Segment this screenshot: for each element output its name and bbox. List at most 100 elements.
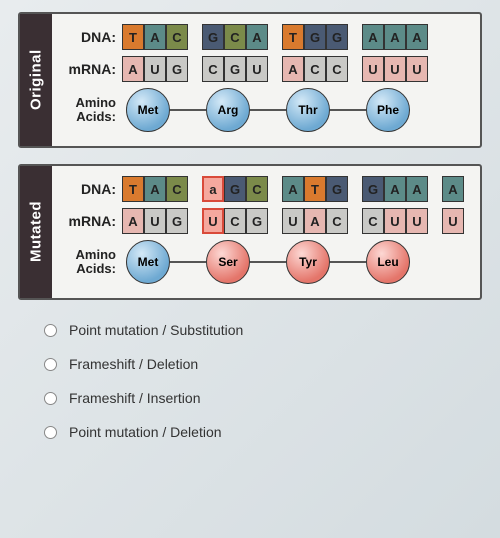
base-C: C <box>304 56 326 82</box>
base-G: G <box>224 56 246 82</box>
radio-icon <box>44 426 57 439</box>
peptide-bond <box>330 261 366 263</box>
base-U: U <box>406 208 428 234</box>
base-G: G <box>326 24 348 50</box>
base-A: A <box>144 176 166 202</box>
base-A: A <box>384 24 406 50</box>
base-A: A <box>282 176 304 202</box>
amino-thr: Thr <box>286 88 330 132</box>
original-dna-codons: TACGCATGGAAA <box>122 24 472 50</box>
base-A: A <box>442 176 464 202</box>
base-A: A <box>122 56 144 82</box>
base-C: C <box>202 56 224 82</box>
base-U: U <box>442 208 464 234</box>
codon: ATG <box>282 176 348 202</box>
base-T: T <box>122 24 144 50</box>
codon: GAA <box>362 176 428 202</box>
base-G: G <box>304 24 326 50</box>
codon: TAC <box>122 176 188 202</box>
base-U: U <box>246 56 268 82</box>
mutated-panel: Mutated DNA: TACaGCATGGAAA mRNA: AUGUCGU… <box>18 164 482 300</box>
base-C: C <box>326 208 348 234</box>
option-label: Point mutation / Deletion <box>69 424 222 440</box>
base-G: G <box>224 176 246 202</box>
codon: AUG <box>122 208 188 234</box>
radio-icon <box>44 358 57 371</box>
base-G: G <box>246 208 268 234</box>
base-U: U <box>144 56 166 82</box>
base-U: U <box>384 56 406 82</box>
option-3[interactable]: Point mutation / Deletion <box>44 424 482 440</box>
peptide-bond <box>170 261 206 263</box>
base-G: G <box>166 208 188 234</box>
amino-met: Met <box>126 88 170 132</box>
mrna-label: mRNA: <box>60 213 122 229</box>
codon: aGC <box>202 176 268 202</box>
option-label: Frameshift / Insertion <box>69 390 201 406</box>
base-C: C <box>246 176 268 202</box>
amino-phe: Phe <box>366 88 410 132</box>
codon: UUU <box>362 56 428 82</box>
original-panel: Original DNA: TACGCATGGAAA mRNA: AUGCGUA… <box>18 12 482 148</box>
option-1[interactable]: Frameshift / Deletion <box>44 356 482 372</box>
amino-leu: Leu <box>366 240 410 284</box>
base-U: U <box>362 56 384 82</box>
codon: TGG <box>282 24 348 50</box>
codon: ACC <box>282 56 348 82</box>
base-A: A <box>384 176 406 202</box>
codon: UAC <box>282 208 348 234</box>
base-a: a <box>202 176 224 202</box>
radio-icon <box>44 392 57 405</box>
original-content: DNA: TACGCATGGAAA mRNA: AUGCGUACCUUU Ami… <box>52 14 480 146</box>
mutated-dna-row: DNA: TACaGCATGGAAA <box>60 176 472 202</box>
codon: AUG <box>122 56 188 82</box>
mutated-dna-codons: TACaGCATGGAAA <box>122 176 472 202</box>
mutated-content: DNA: TACaGCATGGAAA mRNA: AUGUCGUACCUUU A… <box>52 166 480 298</box>
base-U: U <box>282 208 304 234</box>
option-0[interactable]: Point mutation / Substitution <box>44 322 482 338</box>
amino-arg: Arg <box>206 88 250 132</box>
base-A: A <box>282 56 304 82</box>
peptide-bond <box>170 109 206 111</box>
original-side-label: Original <box>20 14 52 146</box>
option-label: Frameshift / Deletion <box>69 356 198 372</box>
amino-label: Amino Acids: <box>60 248 122 277</box>
base-C: C <box>326 56 348 82</box>
dna-label: DNA: <box>60 29 122 45</box>
answer-options: Point mutation / Substitution Frameshift… <box>18 322 482 440</box>
dna-label: DNA: <box>60 181 122 197</box>
base-G: G <box>166 56 188 82</box>
original-amino-row: Amino Acids: Met Arg Thr Phe <box>60 88 472 132</box>
base-U: U <box>406 56 428 82</box>
base-G: G <box>202 24 224 50</box>
radio-icon <box>44 324 57 337</box>
peptide-bond <box>250 109 286 111</box>
base-A: A <box>122 208 144 234</box>
codon: UCG <box>202 208 268 234</box>
option-2[interactable]: Frameshift / Insertion <box>44 390 482 406</box>
option-label: Point mutation / Substitution <box>69 322 243 338</box>
base-U: U <box>202 208 224 234</box>
codon: AAA <box>362 24 428 50</box>
codon: GCA <box>202 24 268 50</box>
base-G: G <box>362 176 384 202</box>
mutated-amino-row: Amino Acids: MetSerTyrLeu <box>60 240 472 284</box>
peptide-bond <box>330 109 366 111</box>
base-A: A <box>304 208 326 234</box>
original-mrna-codons: AUGCGUACCUUU <box>122 56 472 82</box>
original-dna-row: DNA: TACGCATGGAAA <box>60 24 472 50</box>
codon: U <box>442 208 464 234</box>
original-amino-chain: Met Arg Thr Phe <box>122 88 472 132</box>
codon: A <box>442 176 464 202</box>
base-A: A <box>406 176 428 202</box>
amino-label: Amino Acids: <box>60 96 122 125</box>
base-U: U <box>384 208 406 234</box>
amino-met: Met <box>126 240 170 284</box>
mutated-mrna-row: mRNA: AUGUCGUACCUUU <box>60 208 472 234</box>
codon: CUU <box>362 208 428 234</box>
base-C: C <box>166 176 188 202</box>
base-C: C <box>362 208 384 234</box>
amino-ser: Ser <box>206 240 250 284</box>
mutated-side-label: Mutated <box>20 166 52 298</box>
base-T: T <box>282 24 304 50</box>
